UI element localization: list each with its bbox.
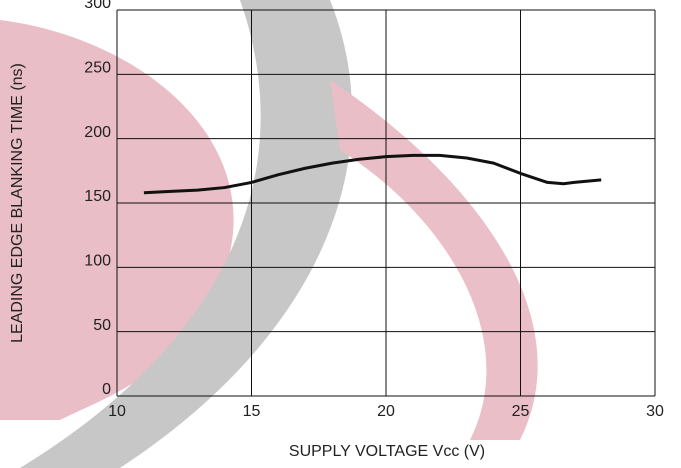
y-tick-label: 200: [84, 124, 111, 141]
x-tick-label: 25: [512, 403, 530, 420]
x-tick-label: 15: [243, 403, 261, 420]
x-tick-label: 20: [377, 403, 395, 420]
y-tick-label: 0: [102, 381, 111, 398]
watermark-shape: [20, 0, 353, 468]
watermark-shape: [330, 80, 538, 440]
x-axis-title: SUPPLY VOLTAGE Vcc (V): [289, 443, 485, 460]
x-tick-label: 10: [108, 403, 126, 420]
y-axis-title: LEADING EDGE BLANKING TIME (ns): [9, 63, 26, 343]
watermark: [0, 0, 538, 468]
x-tick-label: 30: [646, 403, 664, 420]
data-line: [143, 153, 602, 195]
y-tick-label: 250: [84, 60, 111, 77]
y-tick-label: 300: [84, 0, 111, 12]
y-tick-label: 150: [84, 188, 111, 205]
y-tick-label: 100: [84, 253, 111, 270]
y-tick-label: 50: [93, 317, 111, 334]
